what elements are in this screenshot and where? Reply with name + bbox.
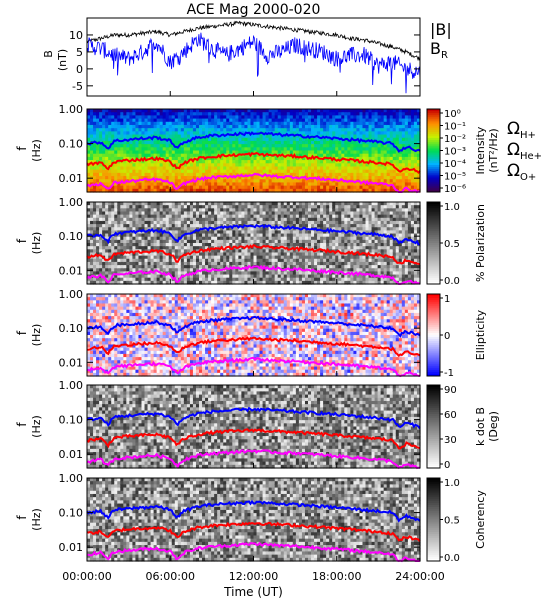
colorbar [427, 109, 440, 193]
chart-title: ACE Mag 2000-020 [187, 2, 321, 18]
y-axis-unit: (Hz) [30, 324, 43, 347]
colorbar-unit: (nT²/Hz) [487, 128, 500, 172]
legend-oplus: ΩO+ [507, 161, 536, 183]
y-tick-label: 1.00 [59, 288, 84, 301]
colorbar-tick-label: 10⁻¹ [444, 122, 466, 133]
colorbar-tick-label: 90 [444, 385, 457, 396]
y-axis-label: f [15, 422, 29, 427]
colorbar-tick-label: -1 [444, 368, 454, 379]
colorbar-tick-label: 1.0 [444, 202, 460, 213]
series-line-br [86, 32, 421, 94]
spectrogram-1 [87, 109, 421, 193]
gyrofrequency-line-hplus [86, 406, 421, 430]
y-axis-label: f [15, 515, 29, 520]
colorbar [427, 478, 440, 562]
colorbar-tick-label: 10⁰ [444, 109, 461, 120]
legend-b-magnitude: |B| [430, 20, 452, 39]
y-axis-unit: (nT) [56, 49, 69, 71]
colorbar-tick-label: 30 [444, 435, 457, 446]
colorbar-tick-label: 0.0 [444, 553, 460, 564]
colorbar-tick-label: 0.5 [444, 516, 460, 527]
colorbar-tick-label: 0 [444, 460, 450, 471]
y-tick-label: 1.00 [59, 103, 84, 116]
colorbar-tick-label: 0.0 [444, 276, 460, 287]
colorbar-label: % Polarization [474, 204, 487, 282]
colorbar-tick-label: 0.5 [444, 239, 460, 250]
x-tick-label: 06:00:00 [146, 570, 195, 583]
spectrogram-4 [87, 385, 421, 469]
gyrofrequency-line-oplus [86, 264, 421, 285]
y-tick-label: 1.00 [59, 379, 84, 392]
y-tick-label: -5 [72, 80, 83, 93]
y-tick-label: 0.10 [59, 230, 84, 243]
y-axis-label: B [42, 50, 55, 58]
gyrofrequency-line-heplus [86, 428, 421, 450]
y-axis-label: f [15, 238, 29, 243]
x-tick-label: 00:00:00 [62, 570, 111, 583]
y-tick-label: 1.00 [59, 472, 84, 485]
y-tick-label: 0.10 [59, 138, 84, 151]
x-axis-label: Time (UT) [223, 585, 283, 599]
colorbar-label: k dot B [474, 407, 487, 446]
colorbar-tick-label: 60 [444, 410, 457, 421]
colorbar-tick-label: 1.0 [444, 478, 460, 489]
y-tick-label: 0.01 [59, 448, 84, 461]
gyrofrequency-line-heplus [86, 521, 421, 543]
colorbar-unit: (Deg) [487, 411, 500, 442]
y-tick-label: 0.01 [59, 172, 84, 185]
gyrofrequency-line-heplus [86, 336, 421, 358]
y-tick-label: 1.00 [59, 196, 84, 209]
colorbar-tick-label: 10⁻⁴ [444, 159, 466, 170]
y-axis-unit: (Hz) [30, 508, 43, 531]
gyrofrequency-line-oplus [86, 172, 421, 194]
y-tick-label: 0 [76, 63, 83, 76]
gyrofrequency-line-heplus [86, 151, 421, 175]
colorbar-tick-label: 10⁻⁵ [444, 172, 466, 183]
y-tick-label: 0.10 [59, 414, 84, 427]
colorbar-tick-label: 1 [444, 294, 450, 305]
colorbar-label: Intensity [474, 126, 487, 174]
gyrofrequency-line-hplus [86, 223, 421, 246]
gyrofrequency-line-hplus [86, 131, 421, 153]
colorbar-tick-label: 10⁻⁶ [444, 184, 466, 195]
y-tick-label: 0.01 [59, 356, 84, 369]
colorbar [427, 385, 440, 469]
colorbar [427, 294, 440, 377]
y-tick-label: 10 [69, 29, 83, 42]
spectrogram-5 [87, 478, 421, 562]
gyrofrequency-line-oplus [86, 541, 421, 563]
colorbar-frame [426, 384, 441, 469]
x-tick-label: 12:00:00 [229, 570, 278, 583]
legend-heplus: ΩHe+ [507, 140, 542, 162]
legend-hplus: ΩH+ [507, 119, 536, 141]
colorbar [427, 202, 440, 285]
colorbar-tick-label: 10⁻² [444, 134, 466, 145]
y-axis-unit: (Hz) [30, 139, 43, 162]
gyrofrequency-line-heplus [86, 244, 421, 266]
y-tick-label: 5 [76, 46, 83, 59]
x-tick-label: 24:00:00 [395, 570, 444, 583]
colorbar-label: Coherency [474, 490, 487, 549]
spectrogram-2 [87, 202, 421, 285]
y-axis-label: f [15, 146, 29, 151]
y-tick-label: 0.10 [59, 322, 84, 335]
colorbar-tick-label: 10⁻³ [444, 147, 466, 158]
y-tick-label: 0.01 [59, 264, 84, 277]
colorbar-tick-label: 0 [444, 331, 450, 342]
y-axis-label: f [15, 330, 29, 335]
legend-br: BR [430, 39, 448, 61]
y-axis-unit: (Hz) [30, 232, 43, 255]
gyrofrequency-line-oplus [86, 356, 421, 378]
y-tick-label: 0.01 [59, 541, 84, 554]
colorbar-label: Ellipticity [474, 309, 487, 360]
y-tick-label: 0.10 [59, 507, 84, 520]
gyrofrequency-line-hplus [86, 315, 421, 338]
y-axis-unit: (Hz) [30, 415, 43, 438]
x-tick-label: 18:00:00 [312, 570, 361, 583]
gyrofrequency-line-hplus [86, 499, 421, 523]
gyrofrequency-line-oplus [86, 449, 421, 470]
series-line-b-magnitude [86, 20, 421, 62]
